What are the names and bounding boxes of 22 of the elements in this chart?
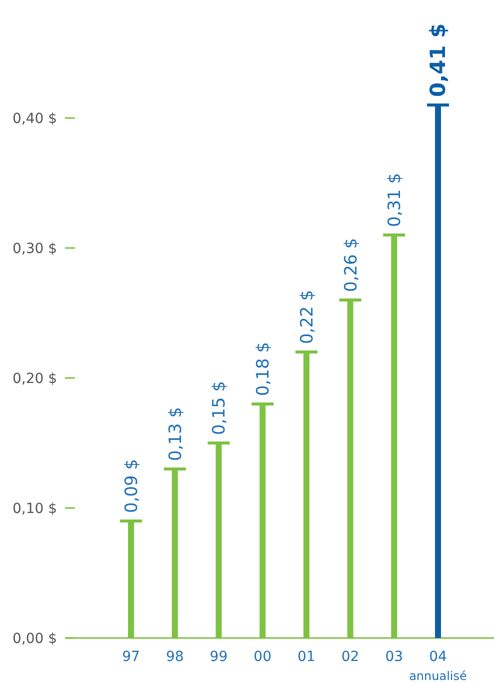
y-tick-label: 0,00 $	[12, 630, 57, 647]
x-tick-label: 98	[166, 649, 184, 665]
x-tick-label: 01	[298, 649, 316, 665]
y-tick-label: 0,20 $	[12, 370, 57, 387]
data-label: 0,13 $	[166, 406, 186, 461]
data-label: 0,22 $	[297, 290, 318, 344]
data-label: 0,09 $	[122, 458, 142, 513]
data-label: 0,26 $	[341, 238, 362, 292]
y-tick-label: 0,40 $	[12, 110, 57, 127]
x-tick-label: 03	[385, 649, 404, 665]
text: annualisé	[409, 669, 467, 683]
y-tick-label: 0,10 $	[12, 500, 57, 517]
y-tick-label: 0,30 $	[12, 240, 57, 257]
x-tick-label: 00	[254, 649, 272, 665]
x-tick-label: 02	[341, 649, 360, 665]
data-label: 0,31 $	[385, 172, 406, 227]
x-tick-label: 04	[429, 649, 447, 665]
data-label: 0,41 $	[426, 23, 450, 97]
x-tick-label: 99	[210, 649, 228, 665]
data-label: 0,18 $	[254, 342, 274, 396]
data-label: 0,15 $	[210, 380, 230, 435]
x-tick-label: 97	[122, 649, 140, 665]
